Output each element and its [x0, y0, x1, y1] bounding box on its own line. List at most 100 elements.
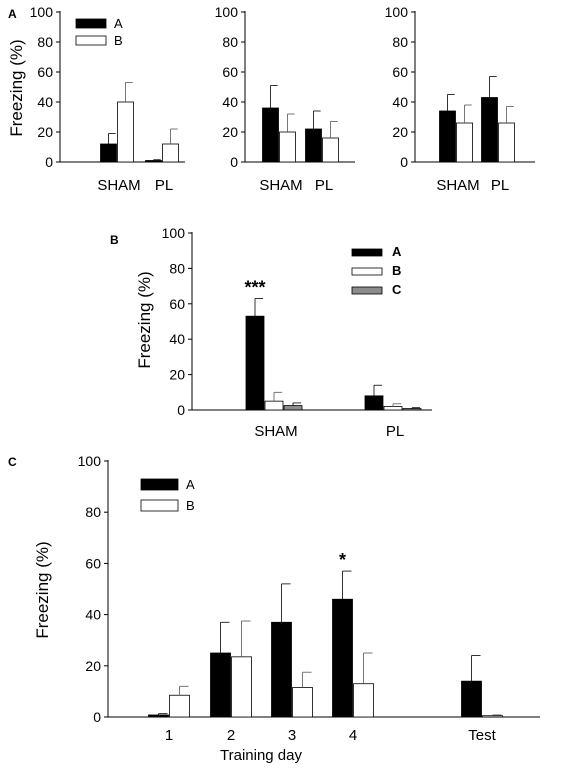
significance-marker: *** — [244, 277, 265, 297]
panel-a-subplot-1-axes: 0 20 40 60 80 100 SHAM PL — [30, 4, 185, 194]
panel-c-x-axis-label: Training day — [220, 747, 302, 764]
panel-c-y-tick-label: 80 — [85, 504, 101, 520]
panel-c-y-tick-label: 100 — [78, 453, 102, 469]
bar-a-test — [461, 680, 482, 718]
legend-label-c: C — [392, 282, 402, 297]
x-tick-label-2: 2 — [227, 727, 235, 744]
legend-swatch-a — [140, 478, 179, 491]
bar-b-pl — [322, 137, 339, 163]
x-tick-label-sham: SHAM — [259, 177, 302, 194]
bar-a-4 — [332, 598, 353, 718]
panel-a-subplot-3-y-tick-label: 60 — [392, 64, 408, 80]
bar-a-3 — [271, 621, 292, 718]
panel-a-y-axis-label: Freezing (%) — [7, 39, 26, 136]
bar-b-sham — [279, 131, 296, 163]
x-tick-label-pl: PL — [386, 423, 404, 440]
panel-a-subplot-3-axes: 0 20 40 60 80 100 SHAM PL — [385, 4, 535, 194]
panel-b-y-tick-label: 80 — [169, 260, 185, 276]
bar-a-pl — [364, 395, 384, 411]
panel-c-y-tick-label: 20 — [85, 658, 101, 674]
panel-letter-a: A — [8, 7, 17, 21]
bar-a-pl — [145, 160, 162, 163]
legend-label-a: A — [114, 16, 123, 31]
panel-c-axes: 0 20 40 60 80 100 1 2 3 4 Test Training day * — [78, 453, 540, 764]
bar-c-sham — [283, 405, 303, 411]
panel-a-subplot-2-y-tick-label: 60 — [222, 64, 238, 80]
x-tick-label-sham: SHAM — [436, 177, 479, 194]
panel-c-y-axis-label: Freezing (%) — [33, 541, 52, 638]
bar-b-4 — [353, 683, 374, 718]
panel-letter-b: B — [110, 233, 119, 247]
bar-b-2 — [231, 656, 252, 718]
panel-a-subplot-3-y-tick-label: 100 — [385, 4, 409, 20]
legend-swatch-b — [75, 35, 107, 46]
panel-letter-c: C — [8, 455, 17, 469]
x-tick-label-sham: SHAM — [97, 177, 140, 194]
bar-c-pl — [402, 408, 422, 411]
panel-a-subplot-2-axes: 0 20 40 60 80 100 SHAM PL — [215, 4, 355, 194]
x-tick-label-3: 3 — [288, 727, 296, 744]
panel-a-subplot-1-y-tick-label: 0 — [45, 154, 53, 170]
panel-a-subplot-2-y-tick-label: 20 — [222, 124, 238, 140]
panel-a-subplot-1-y-tick-label: 60 — [37, 64, 53, 80]
panel-a-subplot-3-y-tick-label: 40 — [392, 94, 408, 110]
x-tick-label-1: 1 — [165, 727, 173, 744]
panel-a-subplot-3-y-tick-label: 80 — [392, 34, 408, 50]
panel-a-subplot-1-y-tick-label: 100 — [30, 4, 54, 20]
bar-b-sham — [456, 122, 473, 163]
x-tick-label-4: 4 — [349, 727, 357, 744]
bar-b-sham — [117, 101, 134, 163]
x-tick-label-pl: PL — [155, 177, 173, 194]
x-tick-label-sham: SHAM — [254, 423, 297, 440]
panel-a-subplot-1-y-tick-label: 40 — [37, 94, 53, 110]
significance-marker: * — [339, 550, 346, 570]
bar-a-pl — [481, 97, 498, 163]
x-tick-label-pl: PL — [491, 177, 509, 194]
panel-b-axes: 0 20 40 60 80 100 SHAM PL *** — [162, 225, 432, 440]
legend-swatch-b — [140, 499, 179, 512]
legend-swatch-a — [351, 248, 383, 257]
panel-b-y-axis-label: Freezing (%) — [135, 271, 154, 368]
bar-b-pl — [383, 406, 403, 411]
panel-c-y-tick-label: 60 — [85, 555, 101, 571]
bar-a-sham — [439, 110, 456, 163]
panel-b-y-tick-label: 20 — [169, 367, 185, 383]
legend-label-a: A — [392, 244, 402, 259]
legend-swatch-b — [351, 267, 383, 276]
panel-a-subplot-2-y-tick-label: 100 — [215, 4, 239, 20]
panel-a-subplot-1-y-tick-label: 80 — [37, 34, 53, 50]
bar-b-test — [482, 715, 503, 718]
panel-c-y-tick-label: 0 — [93, 709, 101, 725]
bar-a-sham — [262, 107, 279, 163]
x-tick-label-pl: PL — [315, 177, 333, 194]
bar-a-sham — [100, 143, 117, 163]
panel-c-y-tick-label: 40 — [85, 607, 101, 623]
panel-a-subplot-1-y-tick-label: 20 — [37, 124, 53, 140]
legend-swatch-a — [75, 18, 107, 29]
panel-a-subplot-3-y-tick-label: 0 — [400, 154, 408, 170]
bar-a-sham — [245, 315, 265, 411]
panel-c-legend: AB — [140, 477, 195, 513]
panel-b-y-tick-label: 0 — [177, 402, 185, 418]
legend-label-b: B — [114, 33, 123, 48]
panel-b-legend: ABC — [351, 244, 402, 297]
bar-b-3 — [292, 687, 313, 718]
panel-b-y-tick-label: 40 — [169, 331, 185, 347]
legend-label-b: B — [186, 498, 195, 513]
bar-b-sham — [264, 400, 284, 411]
legend-swatch-c — [351, 286, 383, 295]
panel-a-subplot-3-y-tick-label: 20 — [392, 124, 408, 140]
legend-label-b: B — [392, 263, 401, 278]
panel-a-legend: AB — [75, 16, 123, 48]
bar-b-pl — [162, 143, 179, 163]
panel-b-y-tick-label: 100 — [162, 225, 186, 241]
panel-a-subplot-2-y-tick-label: 40 — [222, 94, 238, 110]
bar-a-2 — [210, 652, 231, 718]
panel-a-subplot-2-y-tick-label: 0 — [230, 154, 238, 170]
bar-b-1 — [169, 694, 190, 718]
bar-a-pl — [305, 128, 322, 163]
panel-a-subplot-2-y-tick-label: 80 — [222, 34, 238, 50]
legend-label-a: A — [186, 477, 195, 492]
x-tick-label-test: Test — [468, 727, 496, 744]
